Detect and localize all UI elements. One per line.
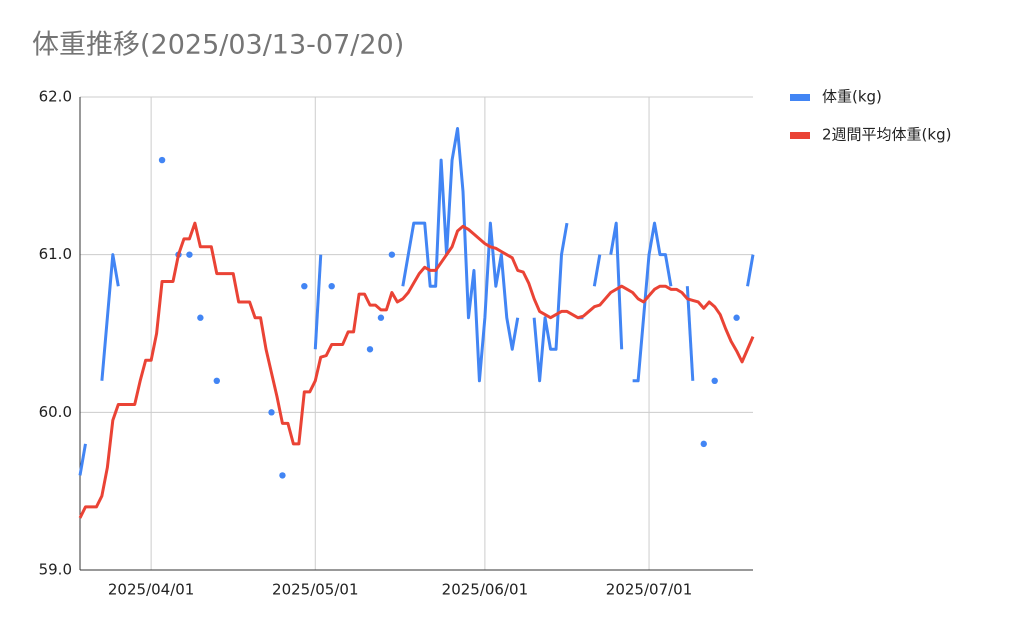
series-line: [78, 443, 87, 476]
data-point: [213, 377, 220, 384]
data-point: [268, 409, 275, 416]
data-point: [366, 346, 374, 353]
data-point: [301, 283, 308, 290]
series-line: [78, 221, 755, 519]
data-point: [158, 156, 166, 164]
series-line: [532, 222, 569, 383]
series-line: [592, 254, 602, 287]
y-tick-label: 60.0: [39, 403, 72, 421]
data-point: [700, 440, 707, 448]
series-line: [609, 221, 624, 350]
data-point: [197, 314, 204, 321]
x-tick-label: 2025/05/01: [272, 581, 358, 599]
data-point: [186, 251, 193, 258]
data-point: [711, 377, 718, 384]
data-point: [733, 314, 740, 321]
legend-swatch: [790, 94, 810, 101]
y-tick-label: 59.0: [39, 561, 72, 579]
y-tick-label: 62.0: [39, 88, 72, 106]
data-point: [388, 251, 396, 258]
series-line: [685, 286, 695, 381]
series-line: [313, 254, 323, 350]
series-line: [746, 254, 755, 287]
legend-label: 2週間平均体重(kg): [822, 126, 951, 144]
series-line: [401, 127, 520, 383]
data-point: [377, 314, 385, 321]
legend-label: 体重(kg): [822, 88, 882, 106]
x-tick-label: 2025/04/01: [108, 581, 194, 599]
x-tick-label: 2025/07/01: [606, 581, 692, 599]
chart-title: 体重推移(2025/03/13-07/20): [32, 30, 404, 61]
data-point: [279, 472, 286, 479]
x-tick-label: 2025/06/01: [442, 581, 528, 599]
data-point: [328, 283, 335, 290]
series-line: [632, 221, 673, 383]
y-tick-label: 61.0: [39, 245, 72, 263]
series-line: [100, 253, 120, 381]
legend-swatch: [790, 132, 810, 139]
